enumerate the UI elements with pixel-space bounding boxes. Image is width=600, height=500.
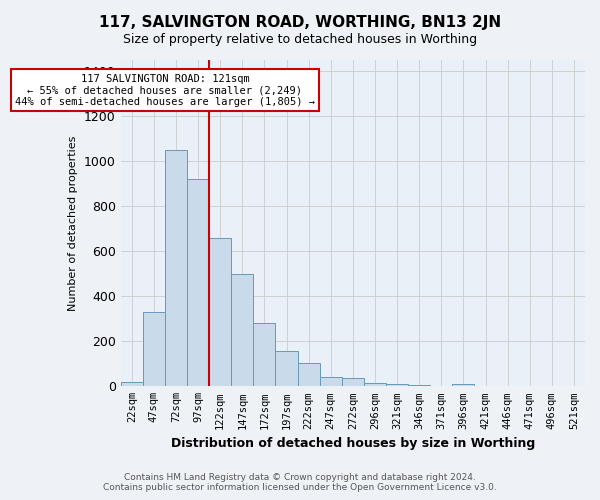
Bar <box>408 385 430 386</box>
Bar <box>452 384 475 386</box>
Bar <box>143 312 165 386</box>
Bar <box>364 383 386 386</box>
Bar <box>275 352 298 386</box>
Text: 117, SALVINGTON ROAD, WORTHING, BN13 2JN: 117, SALVINGTON ROAD, WORTHING, BN13 2JN <box>99 15 501 30</box>
Bar <box>386 384 408 386</box>
Y-axis label: Number of detached properties: Number of detached properties <box>68 136 79 311</box>
Bar <box>231 274 253 386</box>
Bar <box>253 324 275 386</box>
Bar <box>121 382 143 386</box>
Bar <box>298 362 320 386</box>
X-axis label: Distribution of detached houses by size in Worthing: Distribution of detached houses by size … <box>171 437 535 450</box>
Bar <box>320 378 342 386</box>
Text: 117 SALVINGTON ROAD: 121sqm
← 55% of detached houses are smaller (2,249)
44% of : 117 SALVINGTON ROAD: 121sqm ← 55% of det… <box>15 74 315 106</box>
Text: Size of property relative to detached houses in Worthing: Size of property relative to detached ho… <box>123 32 477 46</box>
Bar <box>165 150 187 386</box>
Bar <box>209 238 231 386</box>
Bar <box>342 378 364 386</box>
Text: Contains HM Land Registry data © Crown copyright and database right 2024.
Contai: Contains HM Land Registry data © Crown c… <box>103 473 497 492</box>
Bar <box>187 180 209 386</box>
